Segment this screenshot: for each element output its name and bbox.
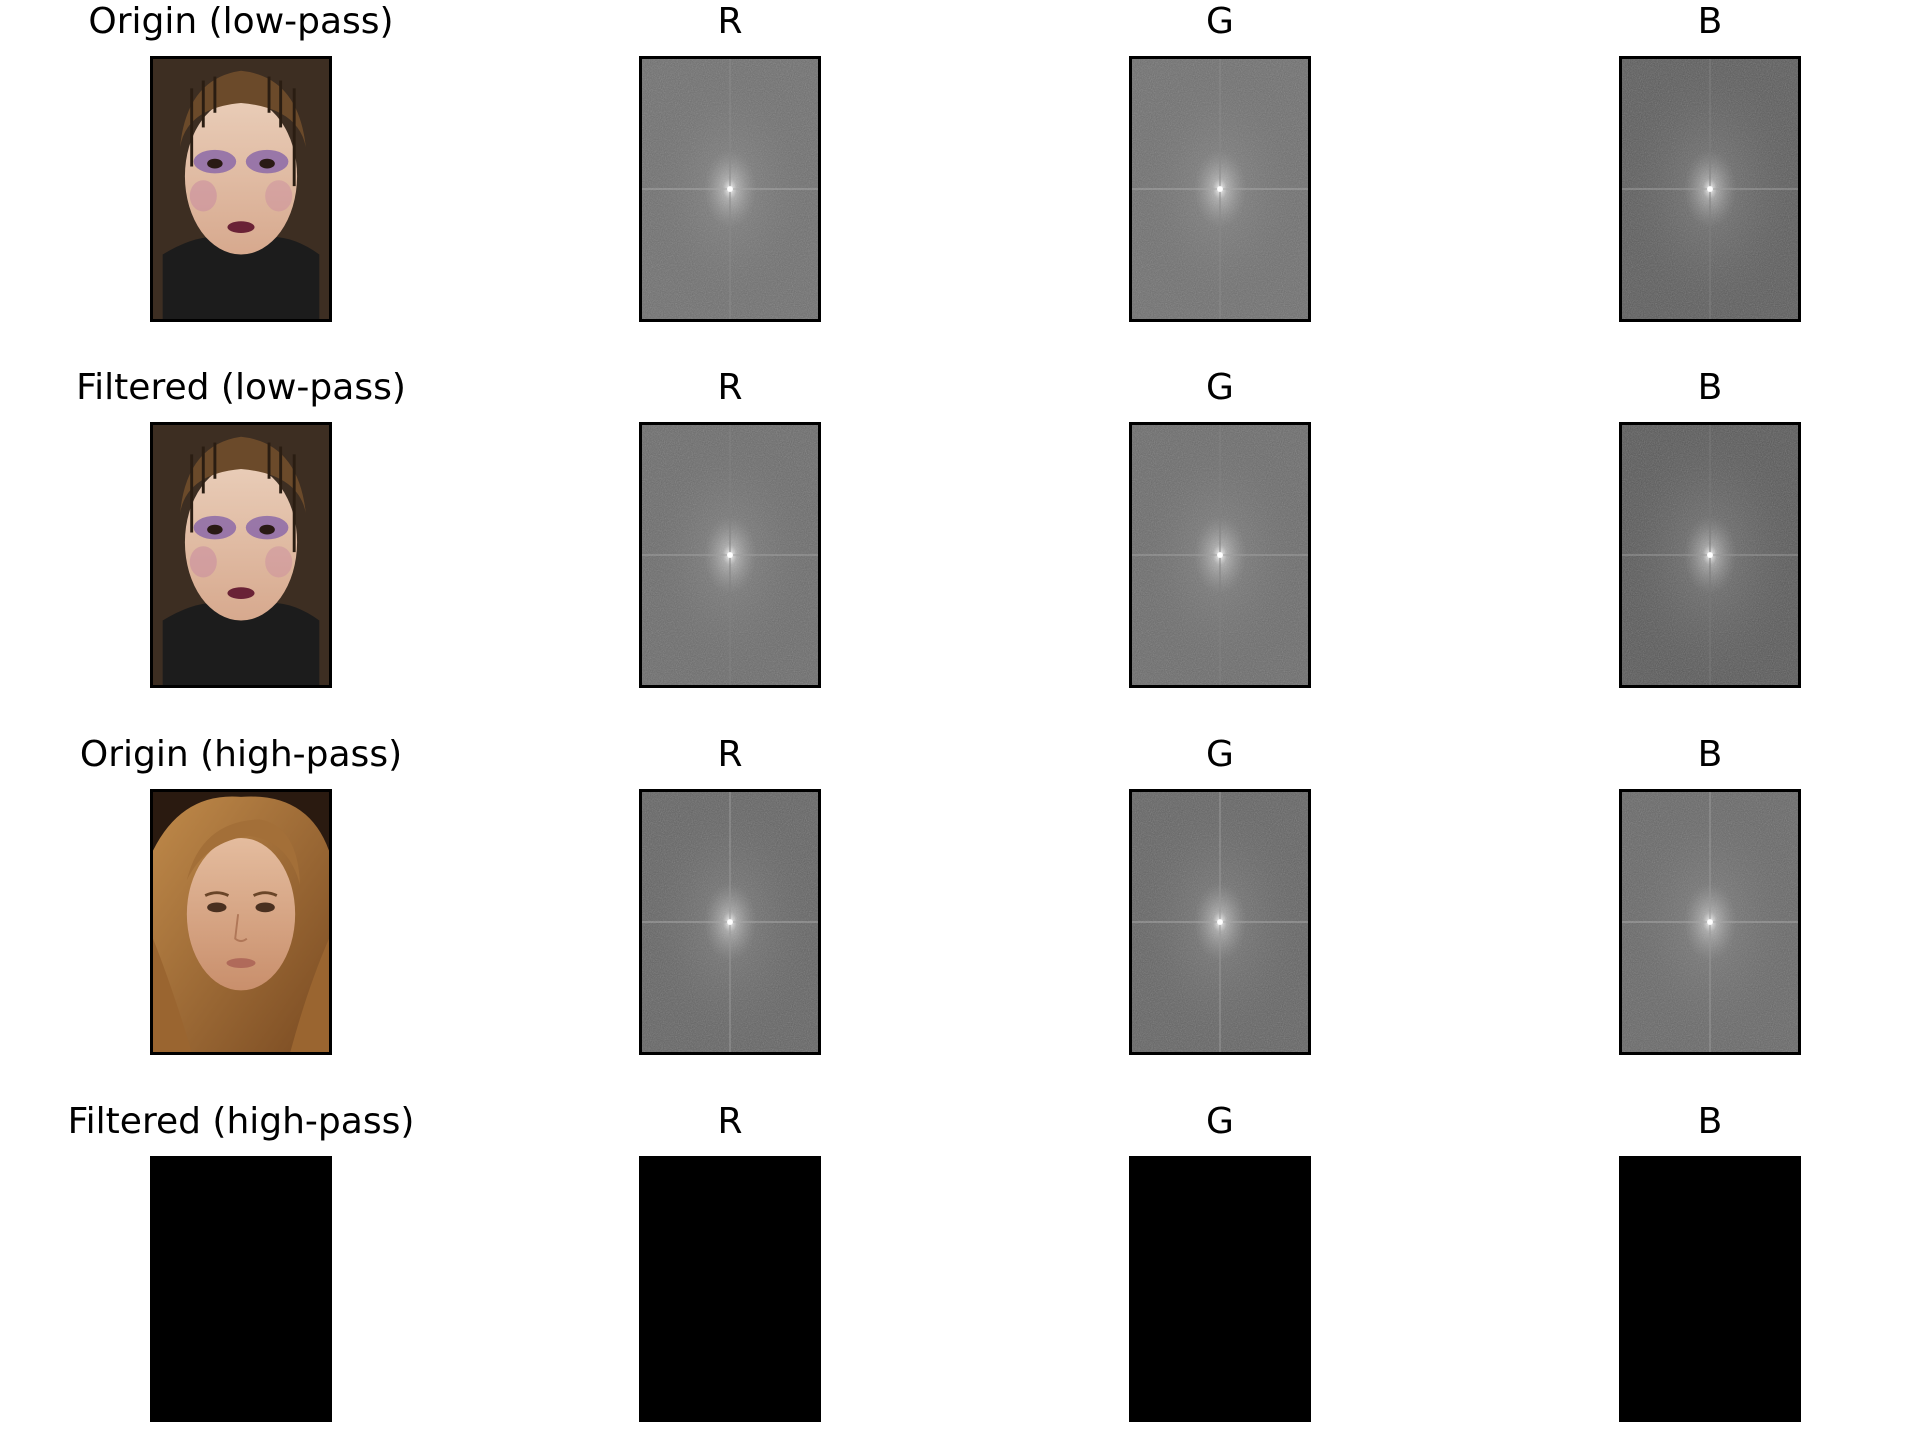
fft-magnitude-spectrum xyxy=(1132,59,1308,319)
row-2-channel-b-title: B xyxy=(1697,734,1723,775)
row-3-channel-b-title: B xyxy=(1697,1101,1723,1142)
fft-magnitude-spectrum xyxy=(642,425,818,685)
row-3-channel-g-title: G xyxy=(1206,1101,1234,1142)
g-spectrum-image xyxy=(1129,422,1311,688)
b-spectrum-black-image xyxy=(1619,1156,1801,1422)
portrait-image xyxy=(150,422,332,688)
fft-magnitude-spectrum xyxy=(1622,425,1798,685)
g-spectrum-image xyxy=(1129,56,1311,322)
r-spectrum-image xyxy=(639,789,821,1055)
fft-magnitude-spectrum xyxy=(1132,425,1308,685)
row-2-channel-g-title: G xyxy=(1206,734,1234,775)
fft-magnitude-spectrum xyxy=(1622,792,1798,1052)
row-1-channel-b-title: B xyxy=(1697,367,1723,408)
row-1-channel-g-title: G xyxy=(1206,367,1234,408)
r-spectrum-image xyxy=(639,56,821,322)
row-0-channel-g-title: G xyxy=(1206,1,1234,42)
filtered-black-image xyxy=(150,1156,332,1422)
row-3-channel-r-title: R xyxy=(717,1101,743,1142)
b-spectrum-image xyxy=(1619,789,1801,1055)
portrait-dramatic-makeup-image xyxy=(153,425,329,685)
portrait-image xyxy=(150,789,332,1055)
row-1-channel-r-title: R xyxy=(717,367,743,408)
b-spectrum-image xyxy=(1619,56,1801,322)
portrait-natural-makeup-image xyxy=(153,792,329,1052)
fft-magnitude-spectrum xyxy=(642,792,818,1052)
fft-magnitude-spectrum xyxy=(642,59,818,319)
g-spectrum-black-image xyxy=(1129,1156,1311,1422)
r-spectrum-black-image xyxy=(639,1156,821,1422)
b-spectrum-image xyxy=(1619,422,1801,688)
portrait-dramatic-makeup-image xyxy=(153,59,329,319)
row-3-title: Filtered (high-pass) xyxy=(67,1101,415,1142)
r-spectrum-image xyxy=(639,422,821,688)
fft-magnitude-spectrum xyxy=(1132,792,1308,1052)
row-1-title: Filtered (low-pass) xyxy=(76,367,406,408)
row-0-channel-r-title: R xyxy=(717,1,743,42)
row-2-channel-r-title: R xyxy=(717,734,743,775)
g-spectrum-image xyxy=(1129,789,1311,1055)
row-2-title: Origin (high-pass) xyxy=(79,734,403,775)
row-0-channel-b-title: B xyxy=(1697,1,1723,42)
portrait-image xyxy=(150,56,332,322)
row-0-title: Origin (low-pass) xyxy=(88,1,394,42)
fft-magnitude-spectrum xyxy=(1622,59,1798,319)
